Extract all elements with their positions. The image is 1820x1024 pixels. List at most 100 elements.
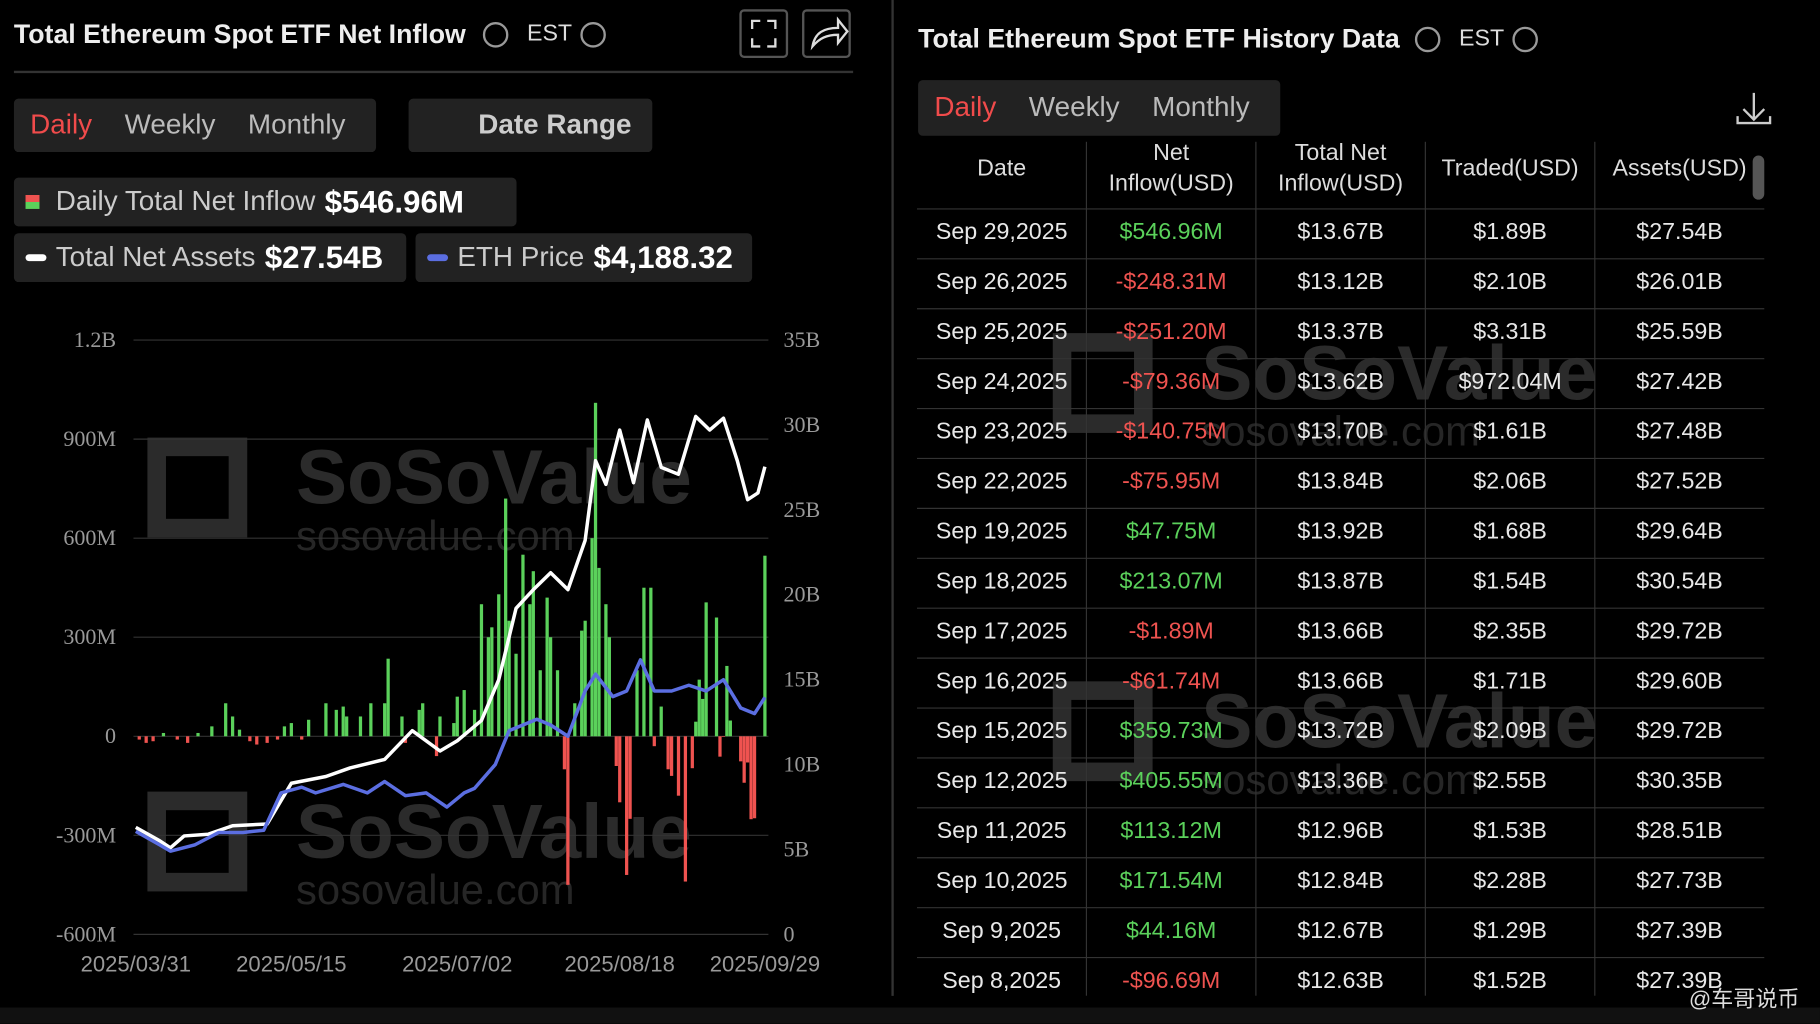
table-cell: $171.54M bbox=[1119, 868, 1223, 894]
column-header: Traded(USD) bbox=[1441, 155, 1579, 182]
table-cell: $13.92B bbox=[1297, 518, 1384, 545]
fullscreen-icon bbox=[750, 19, 777, 48]
table-cell: $213.07M bbox=[1119, 568, 1223, 595]
table-cell: $3.31B bbox=[1473, 319, 1547, 345]
bar bbox=[659, 706, 663, 737]
bar bbox=[714, 617, 719, 737]
x-tick-label: 2025/07/02 bbox=[402, 952, 512, 977]
y-tick-label: 300M bbox=[63, 624, 116, 649]
y2-tick-label: 35B bbox=[783, 327, 820, 352]
info-icon[interactable] bbox=[1512, 26, 1538, 53]
bar bbox=[186, 736, 190, 743]
bar bbox=[341, 706, 345, 737]
bar bbox=[248, 736, 252, 742]
table-cell: -$1.89M bbox=[1128, 618, 1214, 645]
y-tick-label: 1.2B bbox=[74, 327, 116, 352]
bar bbox=[514, 653, 518, 737]
table-cell: $13.37B bbox=[1297, 319, 1384, 345]
table-cell: $27.48B bbox=[1636, 419, 1723, 445]
table-cell: $2.28B bbox=[1473, 868, 1547, 894]
table-cell: $27.54B bbox=[1636, 219, 1723, 245]
table-cell: -$251.20M bbox=[1115, 319, 1227, 345]
table-grid bbox=[916, 141, 1765, 996]
tab[interactable]: Monthly bbox=[247, 109, 346, 141]
fullscreen-button[interactable] bbox=[739, 9, 789, 59]
watermark: sosovalue.com bbox=[296, 866, 575, 913]
tab[interactable]: Weekly bbox=[1028, 91, 1120, 124]
table-cell: $13.70B bbox=[1297, 419, 1384, 445]
tab[interactable]: Daily bbox=[934, 91, 997, 124]
bar bbox=[479, 604, 484, 737]
column-header: Net Inflow(USD) bbox=[1108, 141, 1234, 197]
bar bbox=[676, 736, 681, 796]
bar bbox=[593, 402, 598, 737]
plot: 1.2B 900M 600M 300M 0 -300M -600M 35B 30B 25B 20B 1… bbox=[56, 327, 820, 976]
table-cell: $13.87B bbox=[1297, 568, 1384, 595]
share-button[interactable] bbox=[802, 9, 851, 59]
tab[interactable]: Weekly bbox=[124, 109, 216, 141]
table-cell: $30.35B bbox=[1636, 768, 1723, 794]
table-cell: Sep 23,2025 bbox=[935, 419, 1068, 445]
x-tick-label: 2025/09/29 bbox=[710, 952, 820, 977]
table-cell: $27.39B bbox=[1636, 918, 1723, 944]
table-cell: Sep 24,2025 bbox=[935, 369, 1068, 395]
bar bbox=[690, 736, 694, 769]
table-cell: $47.75M bbox=[1125, 518, 1217, 545]
table-cell: $13.66B bbox=[1297, 668, 1384, 695]
table-cell: Sep 12,2025 bbox=[935, 768, 1068, 794]
bar bbox=[562, 736, 567, 770]
bar bbox=[669, 736, 674, 776]
info-icon[interactable] bbox=[580, 22, 606, 48]
bar bbox=[275, 736, 280, 740]
bar bbox=[590, 538, 594, 737]
bar bbox=[400, 716, 404, 737]
bar bbox=[718, 736, 722, 757]
table-cell: $13.12B bbox=[1297, 269, 1384, 295]
table-cell: Sep 9,2025 bbox=[942, 918, 1062, 944]
info-icon[interactable] bbox=[482, 22, 509, 48]
date-range-button[interactable]: Date Range bbox=[408, 98, 653, 153]
y2-tick-label: 30B bbox=[783, 412, 820, 437]
table-cell: -$248.31M bbox=[1115, 269, 1227, 295]
bar bbox=[255, 736, 259, 745]
info-icon[interactable] bbox=[1414, 26, 1441, 53]
line bbox=[134, 414, 767, 850]
line bbox=[134, 658, 767, 853]
panel-title: Total Ethereum Spot ETF Net Inflow bbox=[13, 18, 466, 49]
table-cell: $2.10B bbox=[1473, 269, 1547, 295]
bar bbox=[728, 720, 732, 737]
table-cell: $1.52B bbox=[1473, 968, 1547, 994]
bar bbox=[749, 736, 753, 820]
watermark: sosovalue.com bbox=[1201, 408, 1480, 455]
download-icon[interactable] bbox=[1736, 92, 1772, 125]
table-cell: -$96.69M bbox=[1122, 968, 1221, 994]
table-cell: Sep 19,2025 bbox=[935, 518, 1068, 545]
y-tick-label: 600M bbox=[63, 525, 116, 550]
y2-tick-label: 25B bbox=[783, 497, 820, 522]
table-cell: $25.59B bbox=[1636, 319, 1723, 345]
table-cell: $1.61B bbox=[1473, 419, 1547, 445]
table-cell: $972.04M bbox=[1458, 369, 1562, 395]
table-cell: -$140.75M bbox=[1115, 419, 1227, 445]
bar bbox=[369, 703, 373, 737]
bar bbox=[583, 620, 587, 737]
bar bbox=[642, 587, 646, 737]
bar bbox=[452, 723, 456, 737]
table-cell: $1.53B bbox=[1473, 818, 1547, 844]
table-cell: Sep 26,2025 bbox=[935, 269, 1068, 295]
table-cell: Sep 11,2025 bbox=[936, 818, 1067, 844]
tab[interactable]: Daily bbox=[30, 109, 93, 141]
bar bbox=[386, 658, 390, 737]
table-cell: -$79.36M bbox=[1122, 369, 1221, 395]
table-cell: $12.63B bbox=[1297, 968, 1384, 994]
tab[interactable]: Monthly bbox=[1152, 91, 1250, 124]
bar bbox=[230, 716, 235, 737]
table-cell: $1.68B bbox=[1473, 518, 1547, 545]
table-cell: $12.96B bbox=[1297, 818, 1384, 844]
table-cell: Sep 22,2025 bbox=[935, 468, 1068, 495]
bar bbox=[555, 670, 560, 737]
bar bbox=[151, 736, 155, 742]
bar bbox=[137, 736, 141, 740]
watermark-logo bbox=[147, 791, 248, 892]
